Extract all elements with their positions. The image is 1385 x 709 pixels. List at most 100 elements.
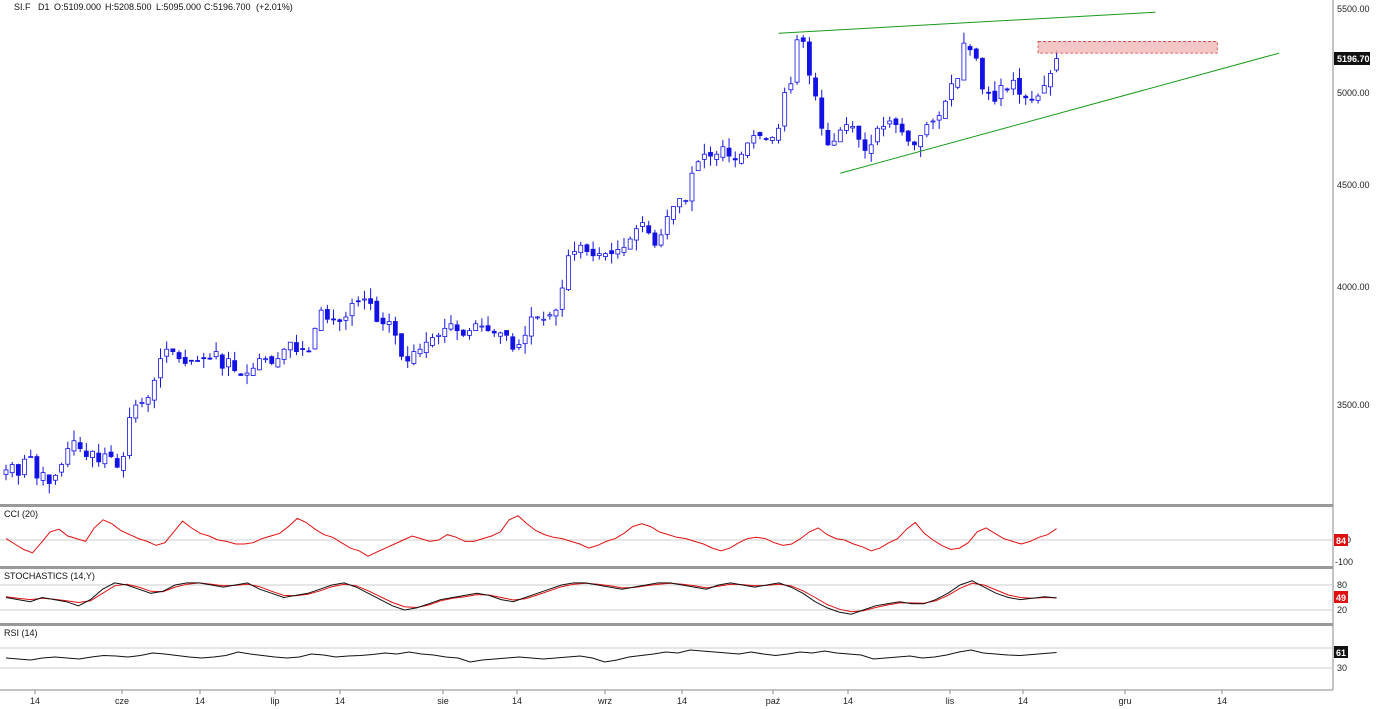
time-tick-label: lis xyxy=(946,696,955,706)
candle-body xyxy=(263,358,268,361)
candle-body xyxy=(683,200,689,202)
candle-body xyxy=(596,253,602,256)
candle-body xyxy=(467,330,472,336)
pane-separator[interactable] xyxy=(0,566,1333,569)
candle-body xyxy=(318,309,324,331)
price-pane[interactable] xyxy=(3,11,1280,494)
candle-body xyxy=(213,351,219,358)
candle-body xyxy=(633,228,639,241)
candle-body xyxy=(362,298,367,301)
candle-body xyxy=(145,397,151,405)
candle-body xyxy=(652,232,658,246)
candle-body xyxy=(837,129,843,143)
candle-body xyxy=(182,356,188,364)
candle-body xyxy=(541,318,547,321)
candle-body xyxy=(374,300,380,322)
candle-body xyxy=(980,57,985,90)
time-tick-label: 14 xyxy=(335,696,345,706)
candle-body xyxy=(615,249,621,255)
candle-body xyxy=(306,350,312,353)
candle-body xyxy=(553,309,559,317)
candle-body xyxy=(15,464,21,476)
candle-body xyxy=(547,314,553,317)
candle-body xyxy=(1054,58,1059,71)
candle-body xyxy=(714,153,720,160)
candle-body xyxy=(924,124,930,136)
price-tick-4000: 4000.00 xyxy=(1337,282,1370,292)
candle-body xyxy=(430,337,435,346)
candle-body xyxy=(386,321,392,325)
candle-body xyxy=(460,329,466,336)
candle-body xyxy=(448,323,454,330)
candle-body xyxy=(973,48,979,59)
candle-body xyxy=(485,325,491,332)
candle-body xyxy=(887,120,893,125)
candle-body xyxy=(874,127,880,143)
candle-body xyxy=(732,158,738,161)
candle-body xyxy=(757,132,763,137)
candle-body xyxy=(454,324,460,332)
rsi-tick-30: 30 xyxy=(1337,663,1347,673)
candle-body xyxy=(238,373,244,376)
candle-body xyxy=(411,351,417,364)
candle-body xyxy=(986,91,992,94)
candle-body xyxy=(399,333,404,357)
symbol-label: SI.F xyxy=(14,2,31,12)
candle-body xyxy=(269,356,275,364)
time-axis: 14 cze 14 lip 14 sie 14 wrz 14 paź 14 lis 14 gru 14 xyxy=(0,689,1333,706)
candle-body xyxy=(232,360,238,372)
time-tick-label: 14 xyxy=(195,696,205,706)
candle-body xyxy=(627,238,633,250)
pane-separator[interactable] xyxy=(0,623,1333,626)
candle-body xyxy=(998,85,1004,100)
candle-body xyxy=(1048,73,1053,88)
candle-body xyxy=(1041,85,1047,94)
stochastics-pane[interactable]: STOCHASTICS (14,Y) 80 20 49 xyxy=(0,571,1348,615)
upper-trendline xyxy=(778,11,1156,34)
time-tick-label: 14 xyxy=(30,696,40,706)
candle-body xyxy=(170,348,176,352)
candle-body xyxy=(646,225,652,234)
cci-pane[interactable]: CCI (20) 0 -100 84 xyxy=(0,509,1353,567)
candle-body xyxy=(1023,95,1029,99)
time-tick-label: cze xyxy=(115,696,129,706)
candle-body xyxy=(53,474,58,481)
candle-body xyxy=(609,250,615,255)
candle-body xyxy=(844,124,849,131)
candle-body xyxy=(151,379,157,401)
stochastics-k-line xyxy=(5,580,1057,615)
stoch-tick-20: 20 xyxy=(1337,605,1347,615)
candle-body xyxy=(34,456,40,479)
stoch-tick-80: 80 xyxy=(1337,580,1347,590)
candle-body xyxy=(287,341,293,351)
candle-body xyxy=(219,354,225,369)
candle-body xyxy=(281,348,287,360)
pane-separator[interactable] xyxy=(0,504,1333,507)
time-tick-label: paź xyxy=(766,696,781,706)
candle-body xyxy=(578,244,584,254)
candle-body xyxy=(825,129,831,146)
candle-body xyxy=(368,298,374,304)
candle-body xyxy=(961,42,967,81)
candle-body xyxy=(114,458,120,468)
candle-body xyxy=(856,125,862,140)
rsi-pane[interactable]: RSI (14) 30 61 xyxy=(0,628,1348,673)
cci-title: CCI (20) xyxy=(4,509,38,519)
candle-body xyxy=(158,358,163,379)
candle-body xyxy=(127,417,132,456)
stochastics-value-label: 49 xyxy=(1336,593,1346,603)
candle-body xyxy=(510,336,516,350)
price-tick-5000: 5000.00 xyxy=(1337,88,1370,98)
candle-body xyxy=(504,330,509,336)
candle-body xyxy=(701,153,707,160)
time-tick-label: 14 xyxy=(1018,696,1028,706)
candle-body xyxy=(275,358,281,368)
cci-tick-0: 0 xyxy=(1346,535,1351,545)
candle-body xyxy=(899,123,905,133)
candle-body xyxy=(59,464,65,473)
high-label: H:5208.500 xyxy=(105,2,152,12)
time-tick-label: lip xyxy=(270,696,279,706)
candle-body xyxy=(565,255,571,290)
candle-body xyxy=(176,352,182,360)
